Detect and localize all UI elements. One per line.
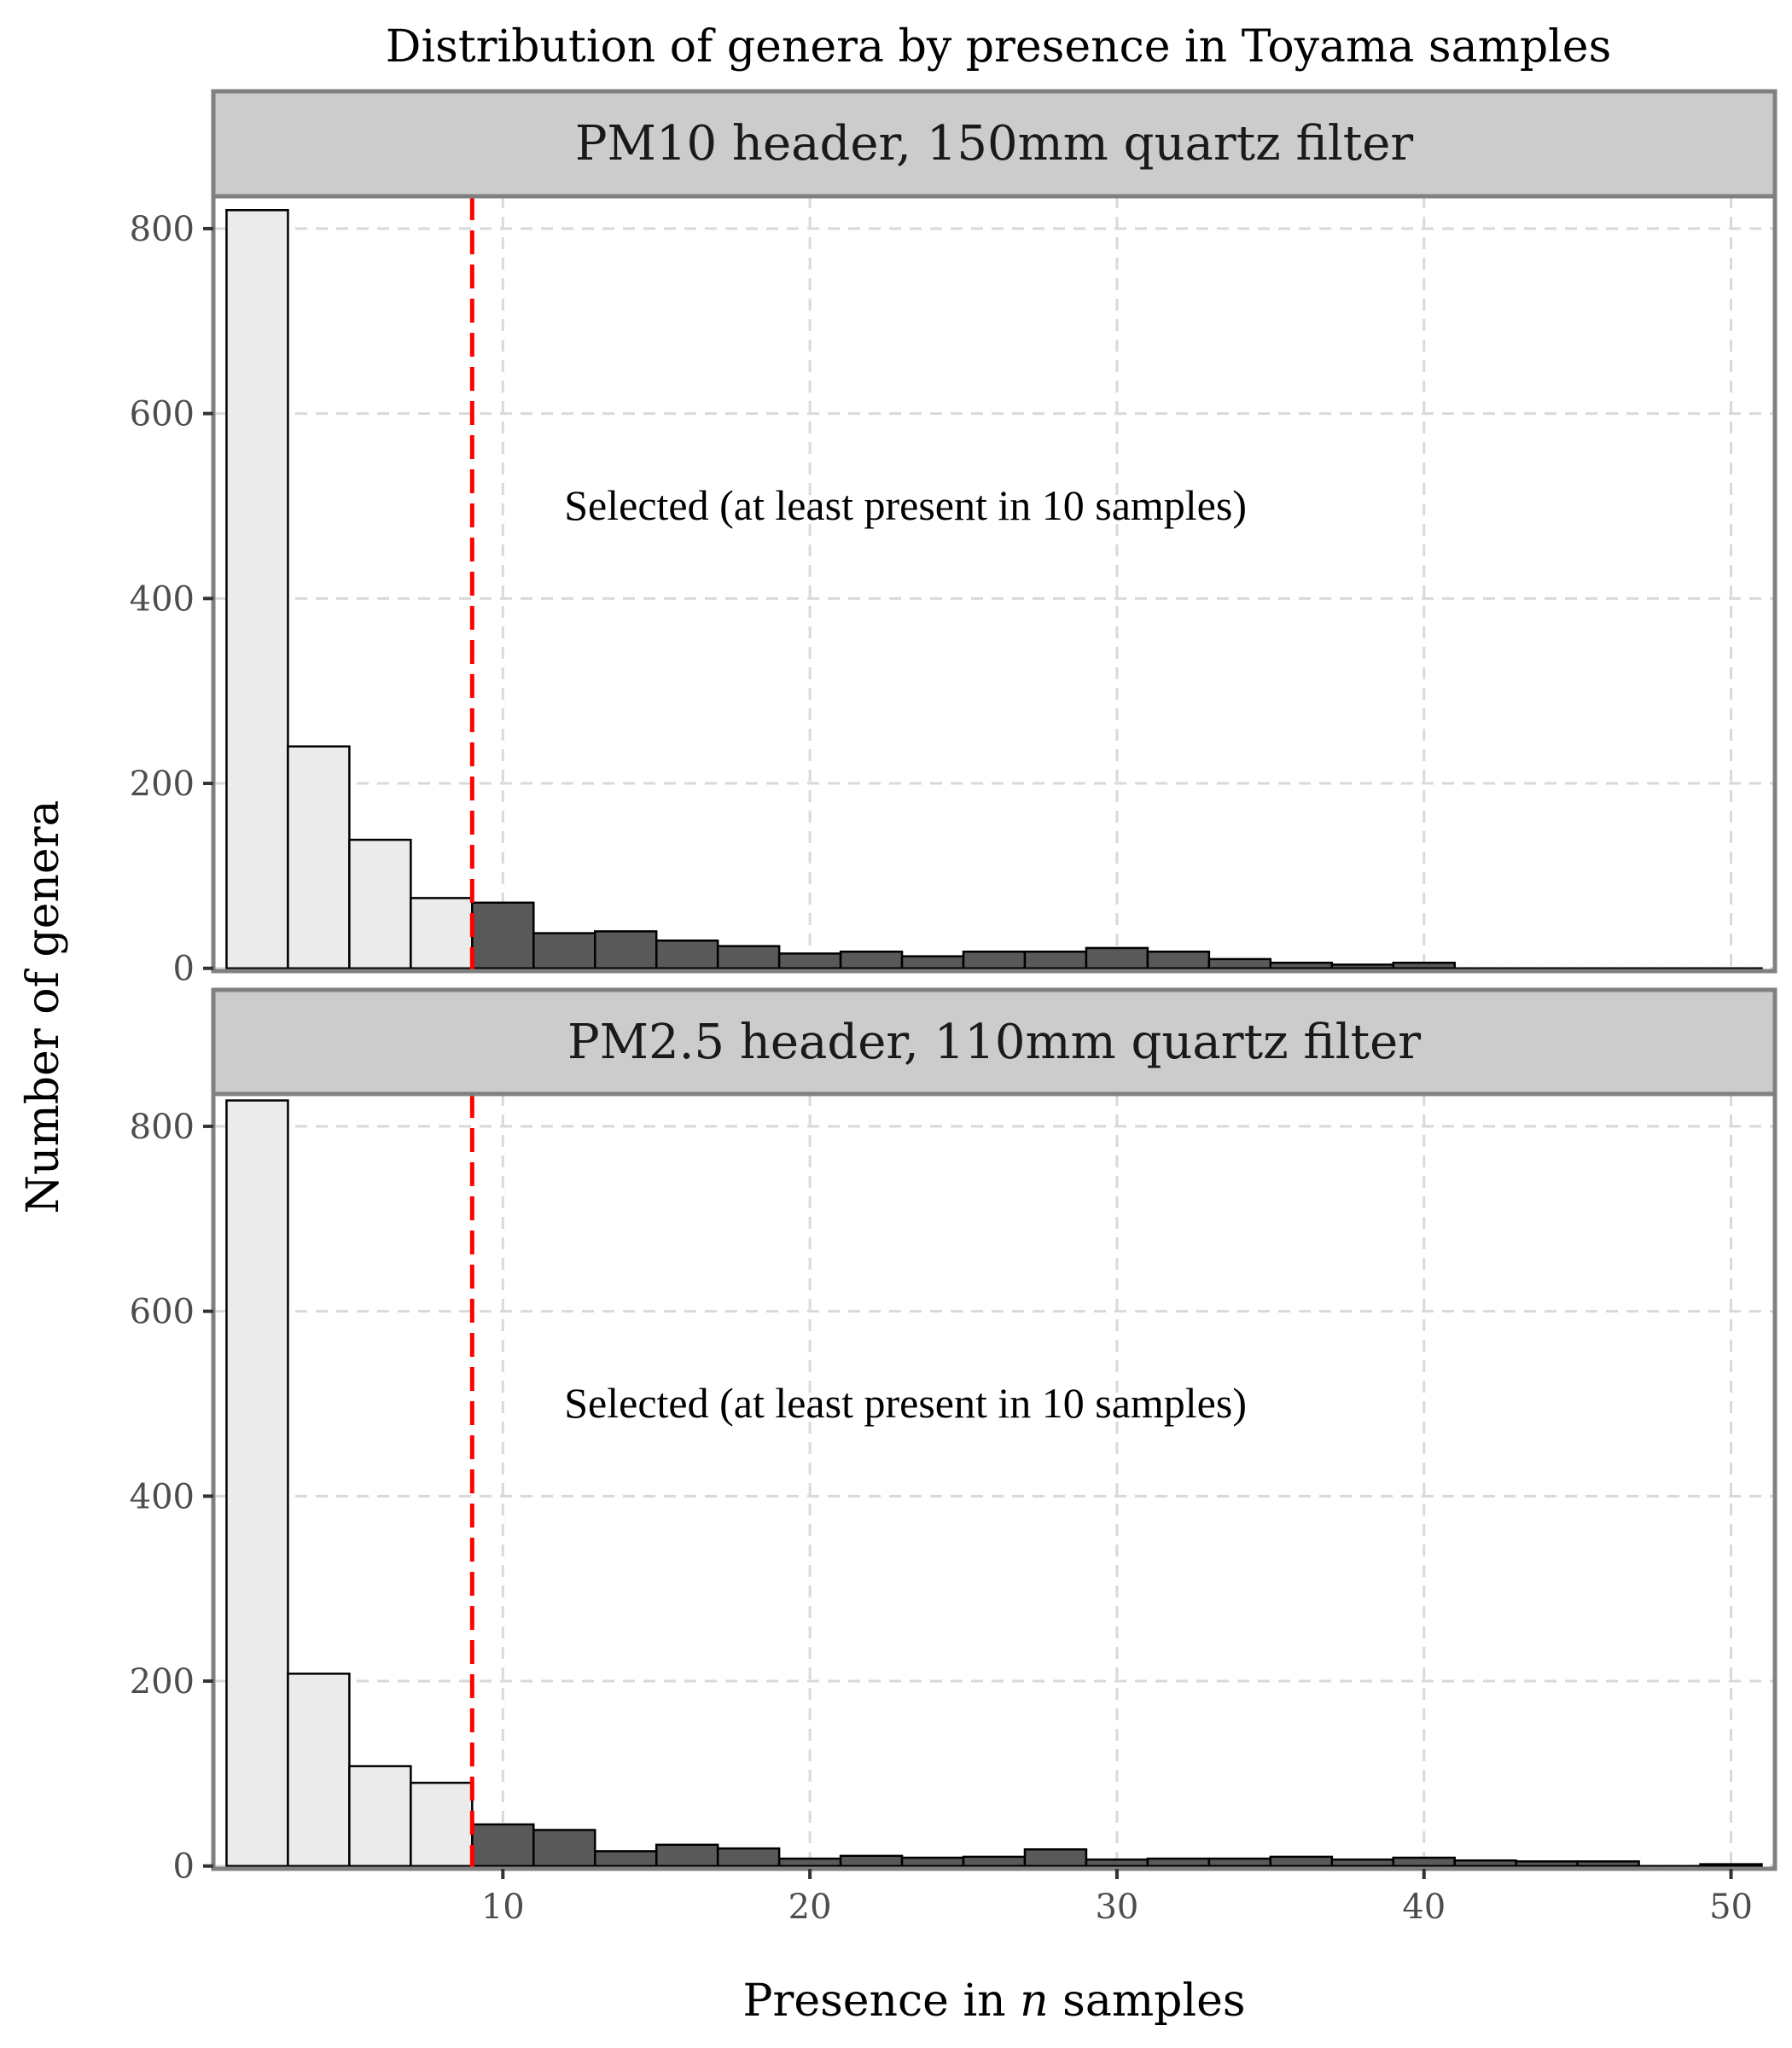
histogram-bar [471,901,535,969]
histogram-bar [1638,1865,1702,1868]
histogram-bar [962,950,1027,969]
y-tick-label: 0 [173,1847,195,1887]
histogram-bar [777,1857,842,1867]
histogram-bar [1392,961,1456,969]
panel-background [213,196,1775,971]
y-tick-label: 400 [130,579,195,619]
histogram-bar [287,745,351,969]
histogram-bar [1269,1855,1334,1867]
histogram-bar [287,1673,351,1867]
histogram-bar [471,1823,535,1867]
histogram-bar [1146,950,1211,969]
histogram-bar [348,838,412,969]
histogram-bar [1515,1860,1579,1867]
histogram-bar [225,1099,289,1867]
y-tick-label: 200 [130,1662,195,1702]
histogram-bar [410,1781,474,1867]
y-tick-label: 800 [130,210,195,249]
facet-strip-label: PM2.5 header, 110mm quartz filter [567,1015,1421,1070]
facet-strip-label: PM10 header, 150mm quartz filter [575,116,1414,172]
x-tick-label: 30 [1095,1888,1138,1927]
histogram-bar [1207,1857,1272,1867]
histogram-bar [1085,1858,1149,1867]
facet-strip [211,89,1777,199]
annotation-text: Selected (at least present in 10 samples… [564,1379,1247,1427]
panel-border [211,1091,1777,1871]
x-tick-label: 10 [481,1888,525,1927]
histogram-bar [1576,1860,1640,1867]
x-tick-label: 20 [788,1888,832,1927]
histogram-bar [900,955,965,969]
histogram-bar [716,1847,781,1867]
histogram-bar [1207,957,1272,969]
histogram-bar [1023,1847,1088,1867]
histogram-bar [655,939,719,969]
histogram-bar [1085,946,1149,969]
histogram-bar [1699,1863,1763,1867]
histogram-bar [593,930,658,969]
x-tick-label: 40 [1402,1888,1446,1927]
histogram-bar [1392,1856,1456,1867]
panel-border [211,194,1777,974]
histogram-bar [348,1765,412,1867]
facet-panel-0: PM10 header, 150mm quartz filter Selected… [130,89,1777,989]
y-axis-label: Number of genera [18,800,69,1213]
y-tick-label: 800 [130,1108,195,1147]
x-axis-label: Presence in n samples [742,1975,1245,2027]
histogram-bar [716,945,781,969]
y-tick-label: 0 [173,950,195,989]
histogram-bar [1146,1857,1211,1867]
chart-title: Distribution of genera by presence in To… [386,21,1612,73]
y-tick-label: 600 [130,1293,195,1332]
annotation-text: Selected (at least present in 10 samples… [564,481,1247,529]
histogram-bar [593,1850,658,1867]
histogram-bar [900,1856,965,1867]
histogram-bar [1330,963,1395,969]
panel-background [213,1094,1775,1869]
histogram-bar [839,1854,904,1867]
y-tick-label: 200 [130,765,195,804]
histogram-bar [1330,1858,1395,1867]
facet-panel-1: PM2.5 header, 110mm quartz filter Selecte… [130,987,1777,1927]
histogram-bar [962,1855,1027,1867]
histogram-bar [777,952,842,969]
histogram-bar [1269,961,1334,969]
histogram-bar [1453,1859,1517,1867]
histogram-bar [410,897,474,969]
histogram-bar [532,1829,596,1867]
y-tick-label: 400 [130,1477,195,1516]
histogram-bar [839,950,904,969]
histogram-bar [225,209,289,969]
y-tick-label: 600 [130,395,195,434]
histogram-bar [532,932,596,969]
x-tick-label: 50 [1709,1888,1753,1927]
histogram-bar [1023,950,1088,969]
histogram-bar [655,1843,719,1867]
